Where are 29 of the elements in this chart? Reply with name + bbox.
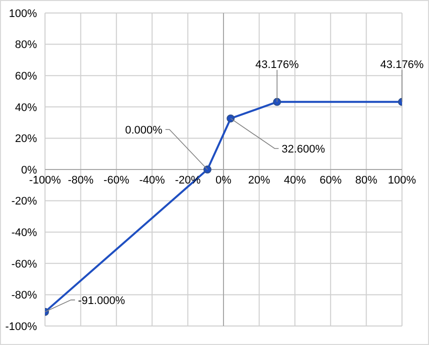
data-label: 43.176% [380, 58, 424, 71]
y-tick-label: 60% [14, 70, 38, 83]
y-tick-label: -100% [5, 320, 38, 333]
y-tick-label: 0% [21, 164, 38, 176]
x-tick-label: 60% [320, 174, 342, 186]
y-tick-label: -40% [11, 227, 38, 240]
data-label: 43.176% [255, 58, 299, 71]
y-tick-label: 20% [14, 133, 38, 146]
y-tick-label: -60% [11, 258, 38, 270]
x-tick-label: -80% [68, 174, 94, 186]
y-tick-label: -80% [11, 290, 38, 302]
y-tick-label: -20% [11, 196, 38, 208]
y-tick-label: 100% [8, 8, 38, 20]
y-tick-label: 40% [14, 102, 38, 114]
x-tick-label: -100% [29, 174, 62, 186]
x-tick-label: 20% [248, 174, 270, 186]
data-label: -91.000% [78, 294, 126, 307]
point [226, 114, 235, 122]
data-label: 32.600% [282, 143, 326, 156]
data-label: 0.000% [125, 124, 163, 136]
point [273, 98, 282, 106]
y-tick-label: 80% [14, 39, 38, 52]
x-tick-label: 40% [284, 174, 306, 186]
point [203, 166, 212, 174]
x-tick-label: 80% [355, 174, 378, 186]
x-tick-label: 0% [216, 174, 232, 186]
x-tick-label: -40% [139, 174, 166, 186]
x-tick-label: 100% [388, 174, 416, 186]
x-tick-label: -60% [104, 174, 130, 186]
